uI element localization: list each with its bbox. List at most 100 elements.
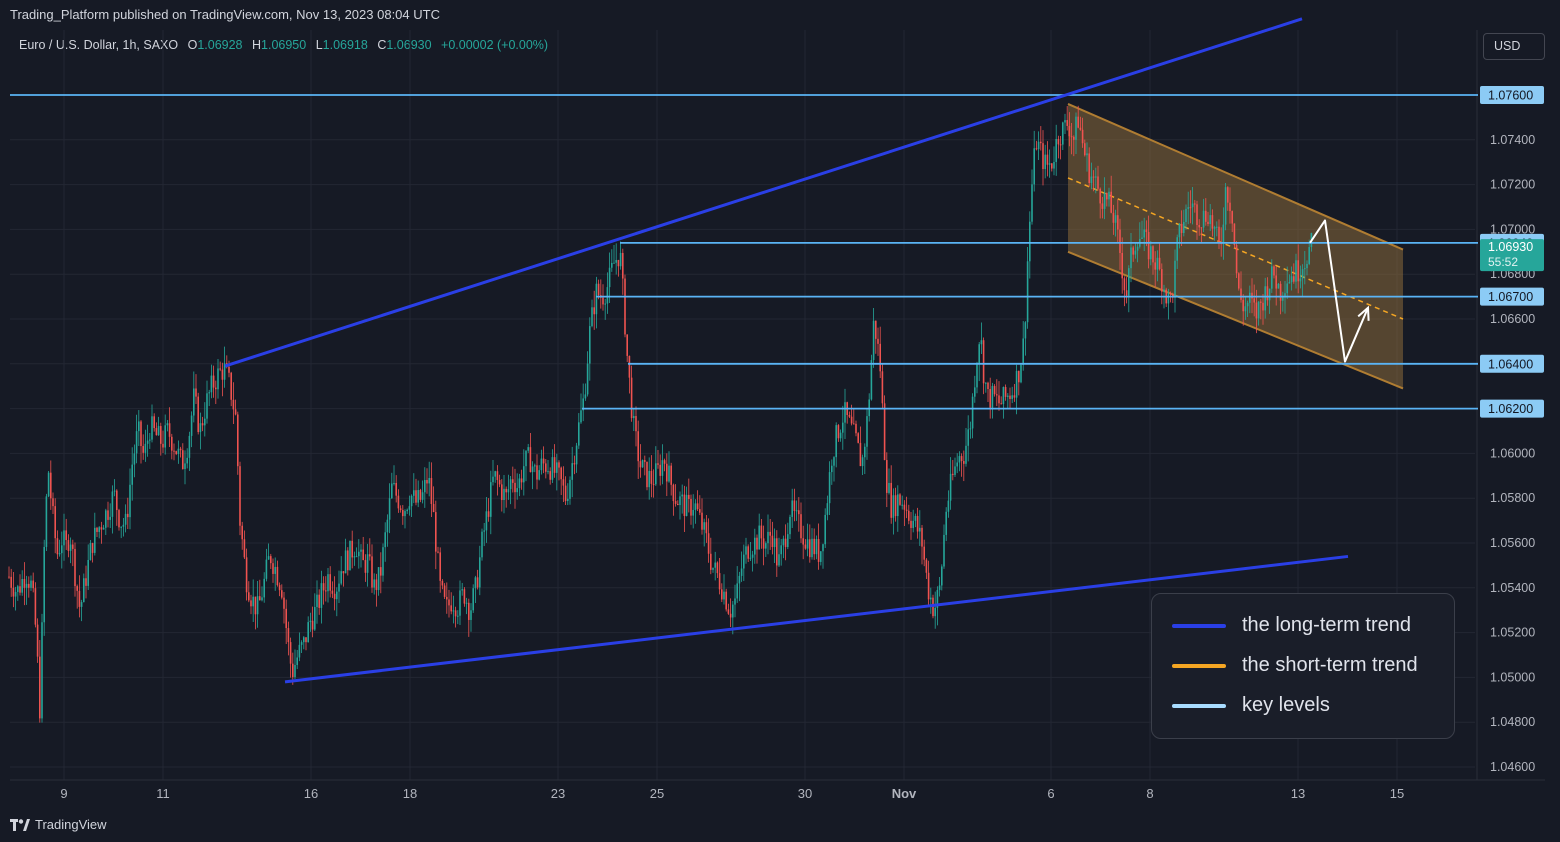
candle-body: [723, 591, 725, 600]
candle-body: [692, 509, 694, 516]
candle-body: [1097, 176, 1099, 189]
candle-body: [663, 460, 666, 464]
candle-body: [179, 448, 182, 451]
candle-body: [12, 587, 15, 597]
candle-body: [470, 610, 472, 620]
time-tick-label: 6: [1047, 786, 1054, 801]
candle-body: [173, 450, 175, 452]
candle-body: [855, 423, 857, 434]
candle-body: [1086, 153, 1088, 156]
candle-body: [1216, 226, 1218, 228]
candle-body: [767, 531, 769, 544]
candle-body: [210, 375, 213, 393]
candle-body: [674, 501, 677, 504]
candle-body: [1163, 289, 1165, 292]
candle-body: [1282, 295, 1284, 301]
candle-body: [668, 465, 670, 482]
candle-body: [1200, 227, 1203, 229]
change-value: +0.00002 (+0.00%): [441, 38, 549, 52]
candle-body: [652, 483, 655, 485]
candle-body: [1092, 176, 1095, 178]
tradingview-footer[interactable]: TradingView: [10, 817, 107, 832]
candle-body: [435, 512, 437, 552]
candle-body: [705, 522, 708, 534]
candle-body: [516, 488, 518, 493]
candle-body: [1055, 139, 1057, 162]
candle-body: [718, 573, 721, 590]
candle-body: [265, 559, 268, 579]
time-axis[interactable]: 9 11 16 18 23 25 30 Nov 6 8 13 15: [60, 786, 1404, 801]
candle-body: [912, 520, 914, 528]
candle-body: [813, 538, 815, 555]
candle-body: [584, 394, 587, 399]
candle-body: [322, 583, 325, 591]
candle-body: [1297, 260, 1299, 282]
price-axis[interactable]: 1.04600 1.04800 1.05000 1.05200 1.05400 1.056…: [1480, 86, 1544, 774]
candle-body: [1266, 286, 1269, 301]
long-term-trendlines: [224, 17, 1349, 684]
candle-body: [575, 445, 578, 465]
key-item-short-trend: the short-term trend: [1172, 654, 1418, 677]
candle-body: [1273, 266, 1275, 276]
candle-body: [564, 485, 567, 502]
candle-body: [1046, 154, 1049, 165]
candle-body: [696, 503, 699, 510]
candle-body: [817, 538, 820, 562]
symbol-legend: Euro / U.S. Dollar, 1h, SAXO O1.06928 H1…: [19, 38, 548, 52]
price-tick-label: 1.05400: [1490, 581, 1535, 595]
candle-body: [153, 416, 155, 429]
candle-body: [879, 343, 881, 372]
candle-body: [573, 463, 576, 465]
candle-body: [934, 607, 936, 617]
candle-body: [441, 580, 444, 586]
candle-body: [199, 423, 202, 433]
candle-body: [507, 489, 510, 493]
candle-body: [105, 510, 107, 528]
candle-body: [1264, 286, 1266, 311]
candle-body: [624, 278, 626, 335]
candle-body: [369, 554, 371, 557]
candle-body: [802, 538, 804, 545]
candle-body: [184, 463, 186, 470]
candle-body: [1004, 387, 1007, 397]
candle-body: [639, 461, 642, 468]
candle-body: [859, 442, 862, 467]
candle-body: [360, 549, 362, 552]
candle-body: [397, 495, 400, 509]
candle-body: [1132, 247, 1134, 255]
candle-body: [206, 393, 208, 419]
candle-body: [1218, 226, 1220, 243]
price-tick-label: 1.04600: [1490, 760, 1535, 774]
candle-body: [61, 545, 63, 554]
candle-body: [487, 511, 490, 517]
candle-body: [773, 538, 776, 548]
candle-body: [34, 588, 37, 625]
candle-body: [938, 585, 941, 590]
candle-body: [373, 579, 375, 588]
candle-body: [1242, 299, 1244, 312]
close-label: C: [377, 38, 387, 52]
candle-body: [413, 490, 415, 496]
currency-selector[interactable]: USD: [1483, 33, 1545, 60]
candle-body: [998, 395, 1000, 404]
candle-body: [325, 590, 327, 592]
candle-body: [514, 482, 516, 493]
candle-body: [870, 360, 873, 400]
candle-body: [342, 571, 345, 574]
candle-body: [1077, 116, 1079, 128]
candle-body: [1040, 141, 1042, 144]
long-term-trendline-upper: [224, 17, 1303, 368]
projection-arrowhead: [1357, 305, 1370, 321]
candle-body: [329, 574, 331, 591]
candle-body: [138, 421, 140, 432]
candle-body: [648, 470, 650, 488]
candle-body: [1024, 322, 1027, 339]
candle-body: [776, 538, 778, 566]
candle-body: [881, 371, 884, 404]
candle-body: [1224, 187, 1227, 225]
candle-body: [58, 553, 61, 555]
current-price-value: 1.06930: [1488, 240, 1533, 254]
candle-body: [314, 607, 316, 630]
candle-body: [160, 426, 162, 444]
candle-body: [1013, 395, 1016, 398]
